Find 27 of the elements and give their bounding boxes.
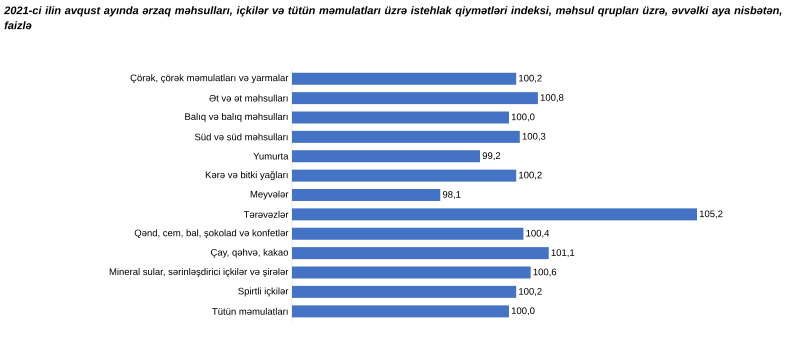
y-tick-label: Mineral sular, sərinləşdirici içkilər və şirələr: [110, 268, 288, 277]
y-tick-label: Spirtli içkilər: [238, 287, 288, 296]
y-tick-label: Ət və ət məhsulları: [209, 94, 288, 102]
data-label: 105,2: [700, 210, 722, 218]
data-label: 100,6: [534, 268, 556, 276]
y-tick-label: Balıq və balıq məhsulları: [185, 113, 288, 122]
data-label: 100,2: [519, 172, 542, 180]
y-tick-label: Tərəvəzlər: [244, 210, 288, 218]
y-tick-label: Qənd, cem, bal, şokolad və konfetlər: [134, 229, 288, 238]
y-tick-label: Tütün məmulatları: [212, 308, 288, 315]
data-label: 100,8: [540, 94, 564, 102]
data-label: 100,2: [519, 74, 542, 83]
data-label: 100,2: [519, 288, 542, 296]
data-label: 100,0: [512, 307, 535, 316]
y-tick-label: Çay, qəhvə, kakao: [210, 248, 288, 258]
data-label: 100,0: [512, 114, 535, 122]
y-tick-label: Yumurta: [253, 152, 288, 160]
y-tick-label: Süd və süd məhsulları: [194, 133, 288, 140]
data-label: 101,1: [552, 249, 574, 258]
y-tick-label: Kərə və bitki yağları: [206, 171, 288, 180]
y-tick-label: Çörək, çörək məmulatları və yarmalar: [130, 74, 288, 84]
data-label: 99,2: [482, 152, 500, 160]
data-label: 98,1: [442, 191, 460, 199]
chart-title: 2021-ci ilin avqust ayında ərzaq məhsulları, içkilər və tütün məmulatları üzrə istehlak qiymətləri indeksi, məhsul qrupları üzrə, əvvəlki aya nisbətən, faizlə: [4, 6, 782, 30]
y-tick-label: Meyvələr: [250, 190, 288, 200]
data-label: 100,3: [522, 132, 546, 141]
data-label: 100,4: [526, 230, 550, 238]
